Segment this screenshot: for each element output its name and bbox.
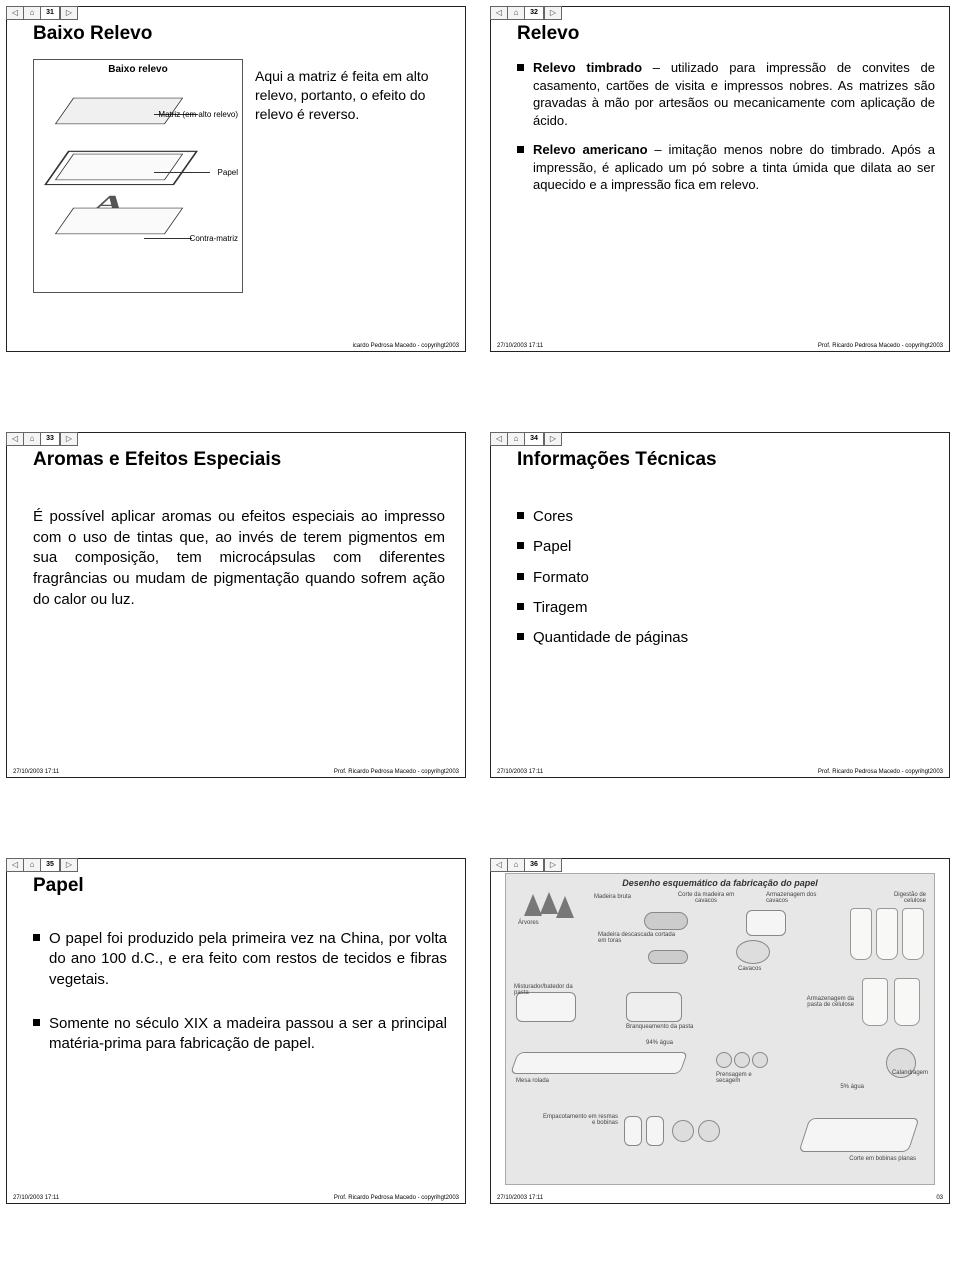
label-94-agua: 94% água (646, 1040, 673, 1046)
slide-title: Informações Técnicas (517, 449, 935, 471)
slide-grid: ◁ ⌂ 31 ▷ Baixo Relevo Baixo relevo A (6, 6, 954, 1204)
list-item: Tiragem (517, 598, 935, 618)
nav-page-number: 32 (524, 6, 544, 20)
nav-page-number: 31 (40, 6, 60, 20)
nav-home[interactable]: ⌂ (23, 858, 41, 872)
nav-next[interactable]: ▷ (544, 858, 562, 872)
slide-title: Relevo (517, 23, 935, 45)
diagram-label-matriz: Matriz (em alto relevo) (158, 110, 238, 119)
bullet-list: Relevo timbrado – utilizado para impress… (517, 59, 935, 194)
label-branqueamento: Branqueamento da pasta (626, 1024, 696, 1030)
nav-home[interactable]: ⌂ (507, 432, 525, 446)
label-5-agua: 5% água (840, 1084, 864, 1090)
nav-prev[interactable]: ◁ (6, 6, 24, 20)
label-mesa-rolada: Mesa rolada (516, 1078, 549, 1084)
slide-paragraph: É possível aplicar aromas ou efeitos esp… (33, 507, 451, 610)
label-misturador: Misturador/batedor da pasta (514, 984, 584, 997)
nav-home[interactable]: ⌂ (507, 858, 525, 872)
list-item: Relevo timbrado – utilizado para impress… (517, 59, 935, 129)
label-madeira-bruta: Madeira bruta (594, 894, 631, 900)
footer-timestamp: 27/10/2003 17:11 (497, 343, 543, 349)
list-item: O papel foi produzido pela primeira vez … (33, 929, 447, 990)
footer-timestamp: 27/10/2003 17:11 (13, 1195, 59, 1201)
baixo-relevo-diagram: Baixo relevo A Matriz (em alto relevo) P… (33, 59, 243, 293)
nav-page-number: 36 (524, 858, 544, 872)
slide-32: ◁ ⌂ 32 ▷ Relevo Relevo timbrado – utiliz… (490, 6, 950, 352)
nav-next[interactable]: ▷ (60, 6, 78, 20)
list-item: Quantidade de páginas (517, 628, 935, 648)
label-corte: Corte da madeira em cavacos (676, 892, 736, 905)
list-item: Papel (517, 537, 935, 557)
nav-page-number: 35 (40, 858, 60, 872)
nav-next[interactable]: ▷ (544, 432, 562, 446)
list-item: Formato (517, 568, 935, 588)
footer-timestamp: 27/10/2003 17:11 (13, 769, 59, 775)
footer-credit: Prof. Ricardo Pedrosa Macedo - copyrihgt… (818, 769, 943, 775)
slide-nav: ◁ ⌂ 33 ▷ (6, 432, 77, 446)
nav-next[interactable]: ▷ (60, 432, 78, 446)
nav-next[interactable]: ▷ (544, 6, 562, 20)
slide-33: ◁ ⌂ 33 ▷ Aromas e Efeitos Especiais É po… (6, 432, 466, 778)
slide-nav: ◁ ⌂ 31 ▷ (6, 6, 77, 20)
slide-31: ◁ ⌂ 31 ▷ Baixo Relevo Baixo relevo A (6, 6, 466, 352)
slide-title: Papel (33, 875, 451, 897)
list-item: Cores (517, 507, 935, 527)
list-item: Relevo americano – imitação menos nobre … (517, 141, 935, 194)
label-corte-bobinas: Corte em bobinas planas (826, 1156, 916, 1162)
label-armazenagem-cavacos: Armazenagem dos cavacos (766, 892, 826, 905)
slide-title: Baixo Relevo (33, 23, 451, 45)
nav-prev[interactable]: ◁ (6, 432, 24, 446)
label-armazenagem-pasta: Armazenagem da pasta de celulose (792, 996, 854, 1009)
footer-credit: Prof. Ricardo Pedrosa Macedo - copyrihgt… (334, 1195, 459, 1201)
slide-side-text: Aqui a matriz é feita em alto relevo, po… (255, 59, 451, 293)
nav-page-number: 34 (524, 432, 544, 446)
nav-home[interactable]: ⌂ (23, 432, 41, 446)
paper-fabrication-diagram: Desenho esquemático da fabricação do pap… (505, 873, 935, 1185)
label-empacotamento: Empacotamento em resmas e bobinas (542, 1114, 618, 1127)
nav-page-number: 33 (40, 432, 60, 446)
diagram-label-papel: Papel (218, 168, 238, 177)
nav-prev[interactable]: ◁ (490, 858, 508, 872)
label-madeira-descascada: Madeira descascada cortada em toras (598, 932, 676, 945)
bullet-list: Cores Papel Formato Tiragem Quantidade d… (517, 507, 935, 648)
label-calandragem: Calandragem (868, 1070, 928, 1076)
diagram-title: Baixo relevo (34, 64, 242, 75)
slide-34: ◁ ⌂ 34 ▷ Informações Técnicas Cores Pape… (490, 432, 950, 778)
bullet-list: O papel foi produzido pela primeira vez … (33, 929, 451, 1054)
nav-home[interactable]: ⌂ (507, 6, 525, 20)
list-item: Somente no século XIX a madeira passou a… (33, 1014, 447, 1055)
label-cavacos: Cavacos (738, 966, 761, 972)
footer-timestamp: 27/10/2003 17:11 (497, 1195, 543, 1201)
slide-nav: ◁ ⌂ 35 ▷ (6, 858, 77, 872)
nav-prev[interactable]: ◁ (6, 858, 24, 872)
footer-credit: Prof. Ricardo Pedrosa Macedo - copyrihgt… (334, 769, 459, 775)
footer-credit: 03 (936, 1195, 943, 1201)
nav-home[interactable]: ⌂ (23, 6, 41, 20)
diagram-title: Desenho esquemático da fabricação do pap… (506, 878, 934, 888)
slide-nav: ◁ ⌂ 34 ▷ (490, 432, 561, 446)
nav-prev[interactable]: ◁ (490, 432, 508, 446)
slide-nav: ◁ ⌂ 32 ▷ (490, 6, 561, 20)
footer-timestamp: 27/10/2003 17:11 (497, 769, 543, 775)
slide-title: Aromas e Efeitos Especiais (33, 449, 451, 471)
footer-credit: Prof. Ricardo Pedrosa Macedo - copyrihgt… (818, 343, 943, 349)
slide-36: ◁ ⌂ 36 ▷ Desenho esquemático da fabricaç… (490, 858, 950, 1204)
slide-nav: ◁ ⌂ 36 ▷ (490, 858, 561, 872)
nav-next[interactable]: ▷ (60, 858, 78, 872)
diagram-label-contra: Contra-matriz (190, 234, 238, 243)
label-digestao: Digestão de celulose (874, 892, 926, 905)
label-prensagem: Prensagem e secagem (716, 1072, 776, 1085)
nav-prev[interactable]: ◁ (490, 6, 508, 20)
slide-35: ◁ ⌂ 35 ▷ Papel O papel foi produzido pel… (6, 858, 466, 1204)
label-arvores: Árvores (518, 920, 539, 926)
footer-credit: icardo Pedrosa Macedo - copyrihgt2003 (353, 343, 459, 349)
